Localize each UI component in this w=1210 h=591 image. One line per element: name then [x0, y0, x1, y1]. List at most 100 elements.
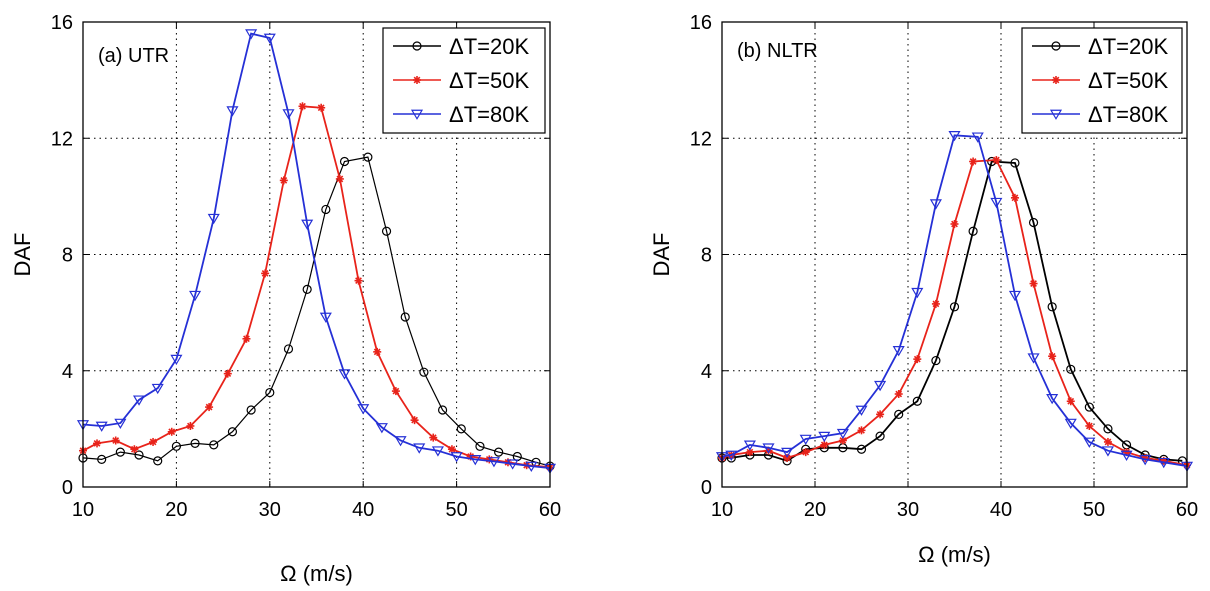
panel-title: (b) NLTR [737, 40, 818, 62]
data-point [912, 396, 922, 406]
x-tick-label: 10 [72, 499, 94, 521]
data-point [911, 287, 924, 299]
x-tick-label: 40 [990, 499, 1012, 521]
y-tick-label: 4 [62, 361, 73, 383]
data-point [339, 156, 350, 167]
series-1 [78, 152, 555, 471]
data-point [894, 390, 903, 398]
y-tick-label: 0 [62, 477, 73, 499]
data-point [1157, 457, 1170, 469]
data-point [93, 439, 102, 448]
data-point [894, 409, 904, 419]
data-point [469, 455, 482, 466]
data-point [801, 448, 810, 457]
data-point [282, 109, 295, 120]
data-point [170, 354, 183, 366]
legend-label: ΔT=80K [1088, 102, 1168, 127]
data-point [1028, 217, 1039, 228]
data-point [338, 369, 351, 380]
x-tick-label: 30 [259, 499, 281, 521]
legend-label: ΔT=50K [449, 68, 529, 93]
data-point [1084, 402, 1094, 412]
data-point [525, 461, 538, 473]
x-tick-label: 40 [352, 499, 374, 521]
data-point [781, 447, 794, 459]
data-point [437, 405, 448, 415]
x-tick-label: 20 [804, 499, 826, 521]
data-point [431, 446, 444, 457]
data-point [190, 438, 200, 449]
data-point [205, 403, 214, 412]
data-point [1066, 364, 1076, 374]
data-point [875, 431, 885, 441]
x-axis-label: Ω (m/s) [918, 542, 991, 567]
data-point [381, 226, 392, 236]
data-point [149, 437, 158, 446]
legend-item: ΔT=50K [1032, 68, 1168, 93]
data-point [130, 445, 139, 454]
data-point [373, 347, 382, 356]
data-point [494, 447, 504, 457]
data-point [134, 450, 144, 460]
data-point [1139, 455, 1152, 466]
x-tick-label: 60 [1176, 499, 1198, 521]
data-point [1027, 353, 1040, 364]
data-point [857, 426, 866, 435]
data-point [1064, 418, 1077, 429]
data-point [153, 456, 163, 466]
legend: ΔT=20K ΔT=50K ΔT=80K [382, 27, 546, 134]
data-point [357, 404, 370, 415]
data-point [992, 156, 1001, 165]
data-point [450, 452, 463, 463]
legend-marker [1052, 76, 1060, 84]
data-point [189, 290, 202, 302]
data-point [836, 428, 849, 440]
data-point [456, 424, 466, 434]
x-tick-label: 50 [445, 499, 467, 521]
data-point [283, 344, 294, 354]
y-tick-label: 12 [690, 128, 712, 150]
data-point [354, 276, 363, 285]
legend-label: ΔT=80K [449, 102, 529, 127]
data-point [429, 433, 438, 442]
data-point [1029, 279, 1038, 288]
data-point [855, 405, 868, 416]
y-tick-label: 16 [690, 12, 712, 34]
data-point [506, 459, 519, 470]
y-tick-label: 16 [51, 12, 73, 34]
data-point [447, 445, 456, 454]
data-point [913, 355, 922, 364]
data-point [969, 157, 978, 166]
data-point [226, 106, 239, 117]
data-point [302, 284, 312, 294]
series-3 [715, 130, 1194, 473]
data-point [207, 213, 220, 225]
data-point [1085, 421, 1094, 430]
data-point [223, 369, 232, 378]
y-axis-label: DAF [10, 233, 35, 277]
data-point [931, 299, 940, 308]
data-point [317, 103, 326, 112]
data-point [1103, 437, 1112, 446]
data-point [1048, 352, 1057, 361]
series-line [721, 159, 1188, 467]
data-point [246, 405, 256, 415]
data-point [1083, 437, 1096, 448]
data-point [487, 457, 501, 468]
data-point [820, 440, 829, 449]
data-point [1047, 302, 1057, 312]
x-tick-label: 60 [539, 499, 561, 521]
legend-item: ΔT=20K [1032, 34, 1168, 59]
data-point [876, 410, 885, 419]
data-point [400, 312, 410, 322]
data-point [1101, 446, 1114, 457]
data-point [931, 355, 941, 366]
data-point [725, 450, 738, 461]
data-point [95, 421, 108, 432]
data-point [151, 383, 164, 395]
data-point [335, 174, 344, 183]
data-point [475, 441, 485, 451]
data-point [948, 130, 961, 142]
data-point [1008, 290, 1021, 302]
panel-b: 10 20 30 40 50 60 0 4 8 12 16 Ω (m/s) DAF (b) NLTR ΔT=… [649, 12, 1198, 567]
